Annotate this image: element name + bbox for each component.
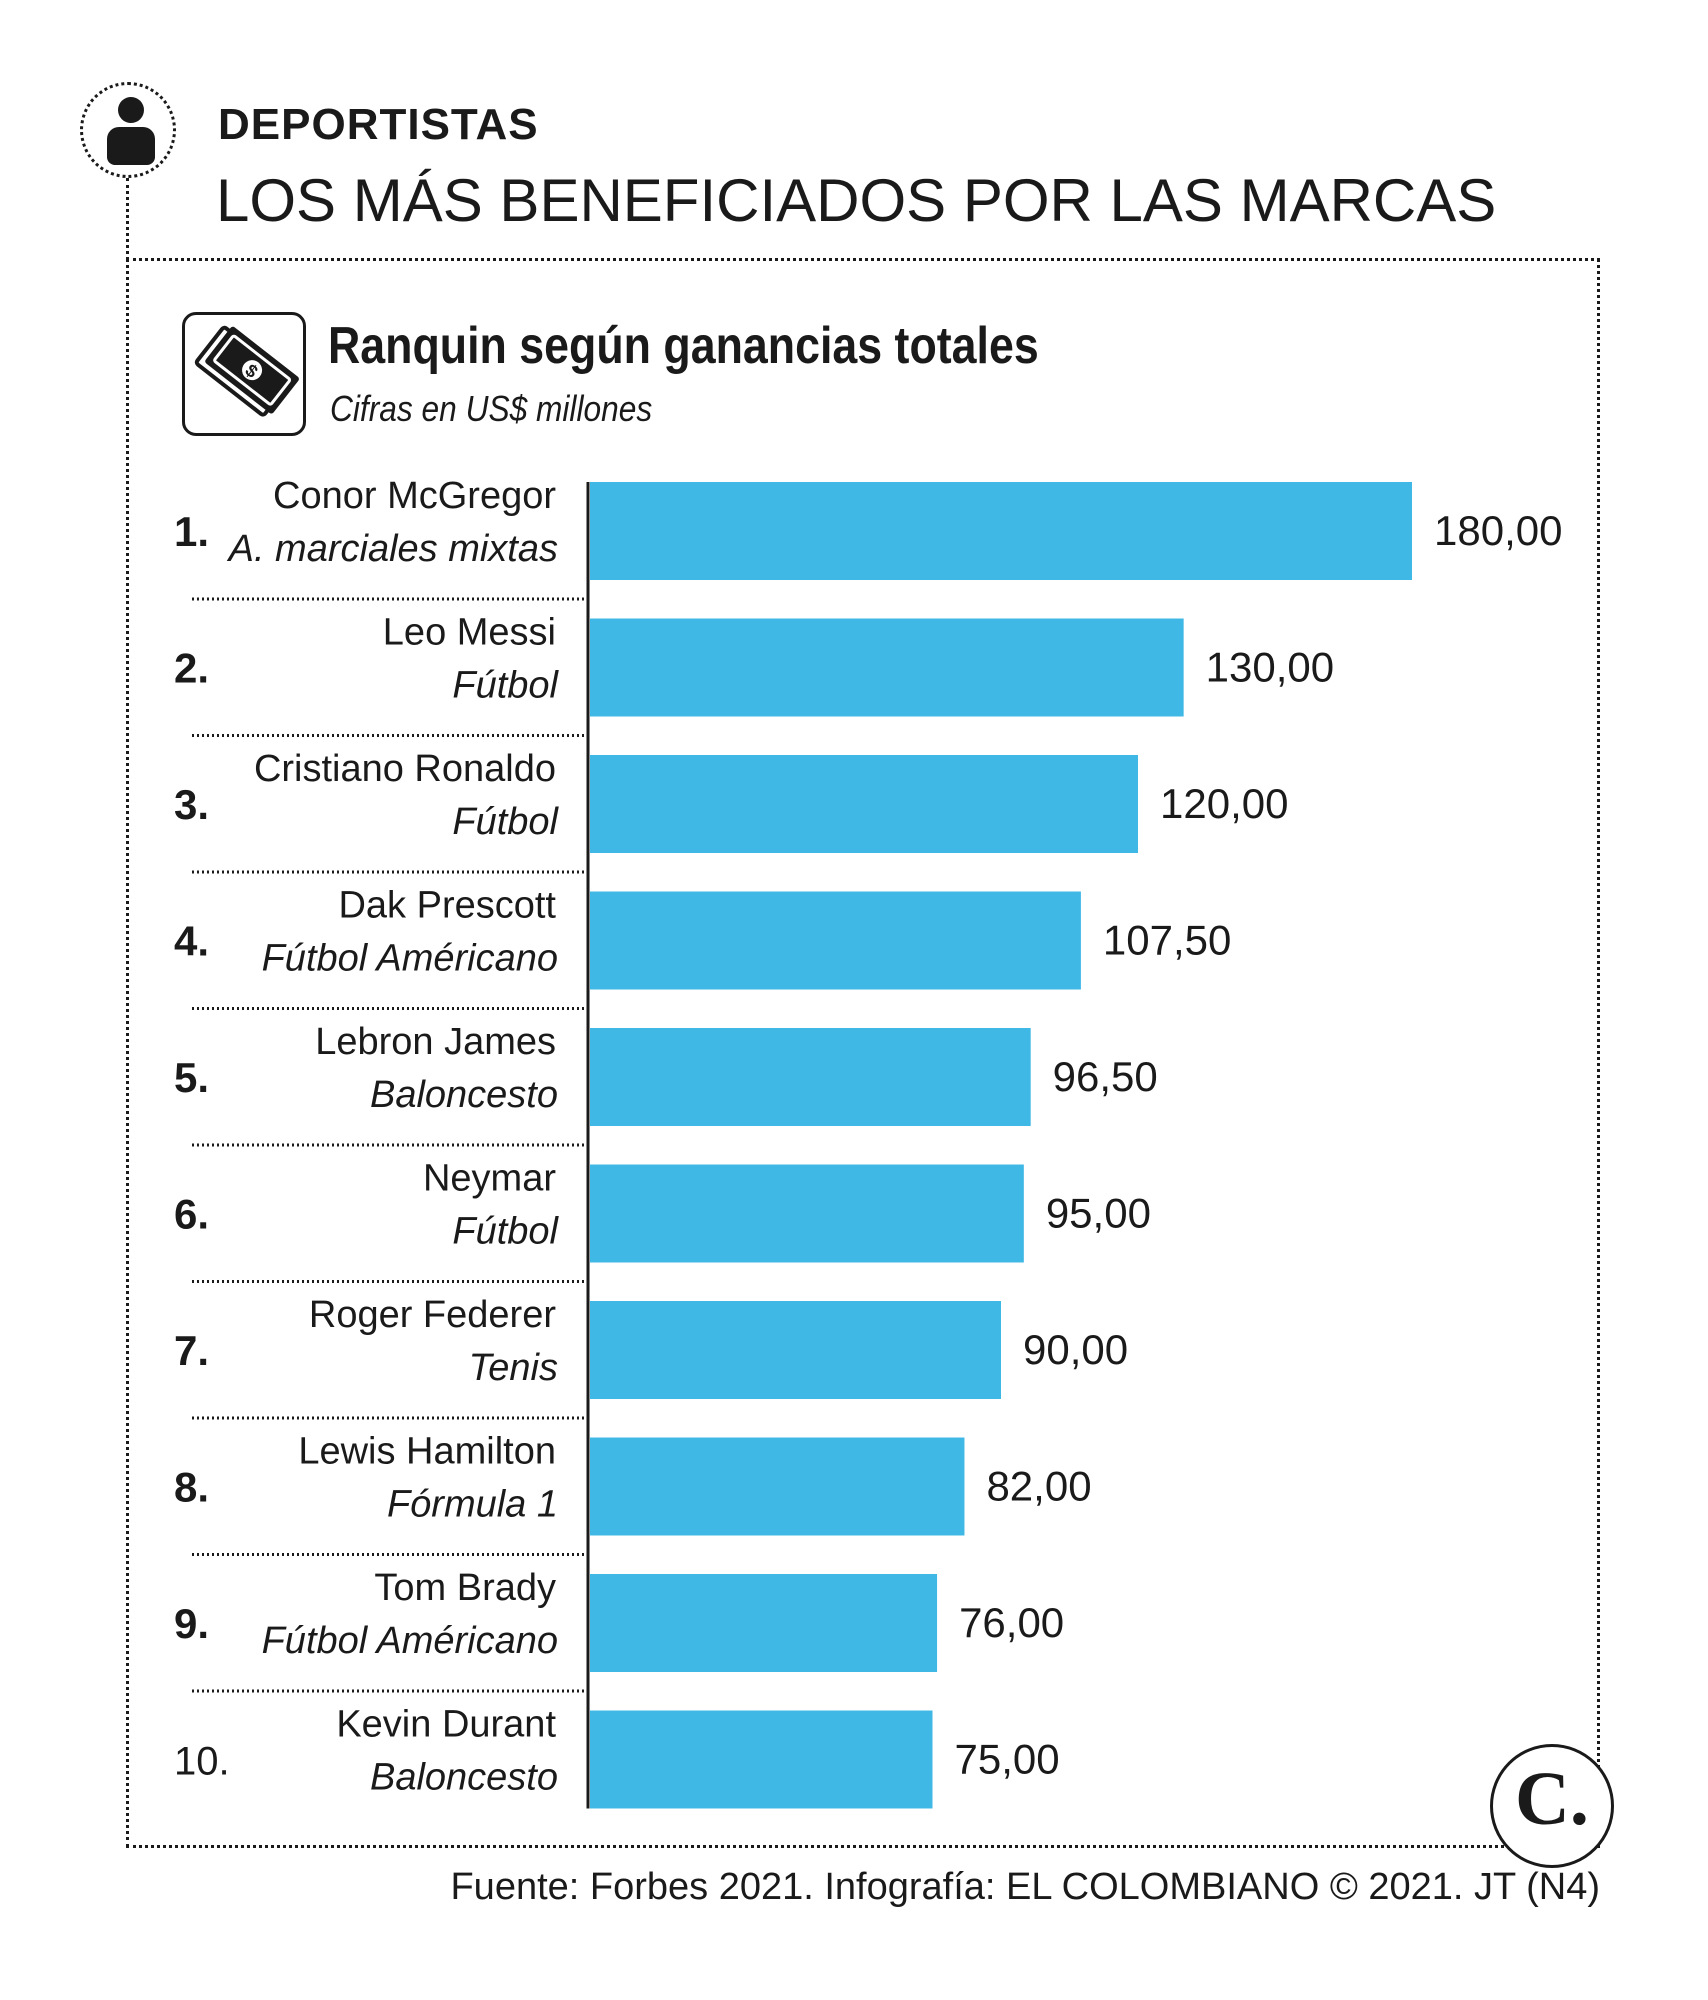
person-icon bbox=[80, 82, 176, 178]
section-kicker: DEPORTISTAS bbox=[218, 100, 539, 149]
headline: LOS MÁS BENEFICIADOS POR LAS MARCAS bbox=[216, 167, 1497, 234]
dotted-frame bbox=[126, 258, 1600, 1848]
source-credit: Fuente: Forbes 2021. Infografía: EL COLO… bbox=[450, 1866, 1600, 1908]
chart-subtitle: Cifras en US$ millones bbox=[330, 388, 653, 429]
dotted-connector bbox=[126, 178, 129, 260]
chart-title: Ranquin según ganancias totales bbox=[328, 317, 1039, 375]
el-colombiano-logo: C. bbox=[1490, 1744, 1614, 1868]
money-icon: $ bbox=[182, 312, 306, 436]
